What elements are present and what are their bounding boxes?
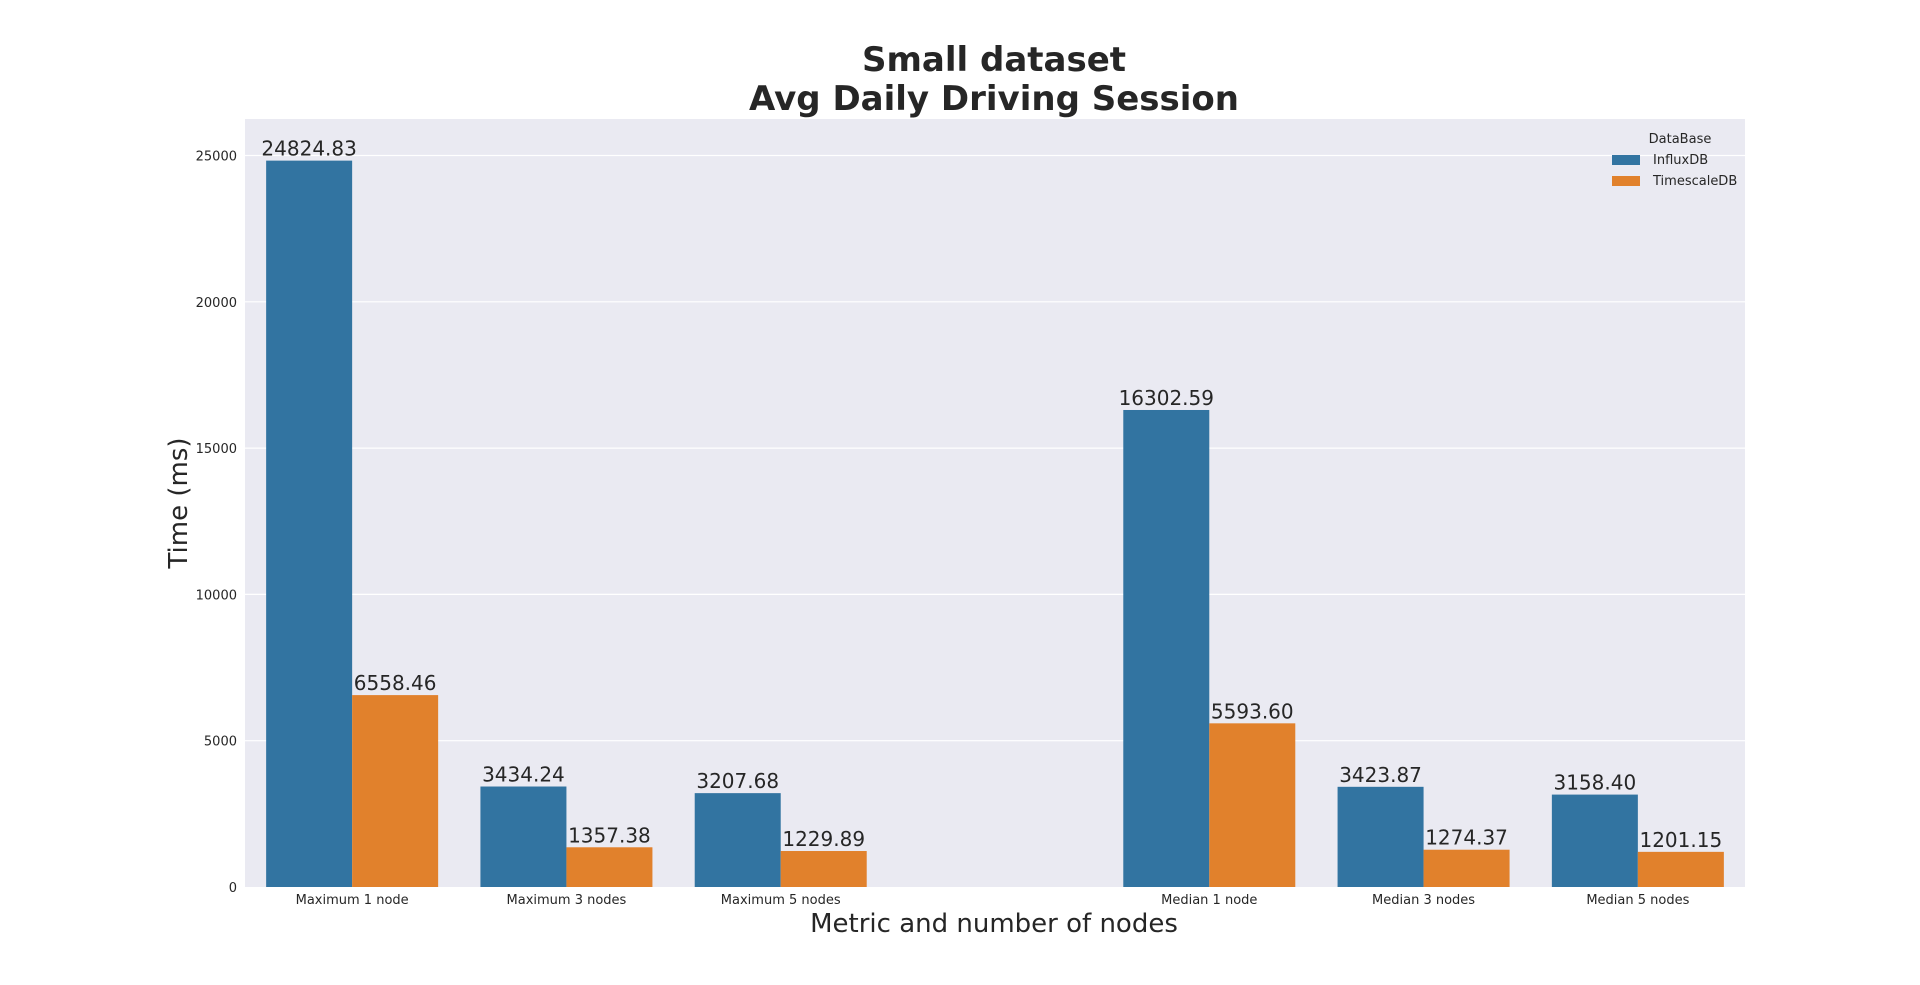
bar-timescaledb [566,847,653,887]
y-axis-ticks: 0 5000 10000 15000 20000 25000 [196,150,237,897]
y-tick-label: 5000 [204,735,237,750]
y-tick-label: 25000 [196,150,237,165]
plot-area [245,119,1745,887]
bar-label-timescaledb: 1201.15 [1639,828,1722,852]
gridlines [245,154,1745,742]
y-tick-label: 0 [229,881,237,896]
bar-label-influxdb: 3434.24 [482,763,565,787]
bar-label-influxdb: 3207.68 [696,769,779,793]
bar-timescaledb [1209,723,1296,887]
bar-label-influxdb: 3423.87 [1339,763,1422,787]
bar-label-timescaledb: 6558.46 [354,671,437,695]
y-tick-label: 10000 [196,588,237,603]
bar-influxdb [694,793,781,887]
bar-influxdb [1123,409,1210,887]
bar-influxdb [1551,794,1638,887]
bar-timescaledb [780,851,867,887]
legend-swatch-influxdb [1612,155,1640,165]
bar-label-timescaledb: 5593.60 [1211,699,1294,723]
legend: DataBase InfluxDB TimescaleDB [1612,132,1737,189]
y-tick-label: 20000 [196,296,237,311]
bar-influxdb [480,786,567,887]
bar-label-influxdb: 3158.40 [1553,771,1636,795]
bar-label-timescaledb: 1229.89 [782,827,865,851]
chart-title-line-1: Small dataset [862,40,1126,80]
y-axis-label: Time (ms) [164,437,194,569]
x-axis-label: Metric and number of nodes [810,909,1178,939]
bar-timescaledb [1637,851,1724,887]
legend-title: DataBase [1649,132,1712,147]
x-axis-ticks: Maximum 1 node Maximum 3 nodes Maximum 5 n… [296,893,1690,908]
bar-label-timescaledb: 1274.37 [1425,826,1508,850]
y-tick-label: 15000 [196,442,237,457]
bar-timescaledb [352,695,439,887]
bar-timescaledb [1423,849,1510,887]
bar-labels: 24824.83 6558.46 3434.24 1357.38 3207.68 1229… [261,137,1722,852]
x-tick-label: Maximum 5 nodes [721,893,841,908]
legend-swatch-timescaledb [1612,176,1640,186]
chart-title-line-2: Avg Daily Driving Session [749,79,1239,119]
bar-influxdb [1337,786,1424,887]
legend-label-influxdb: InfluxDB [1653,153,1708,168]
x-tick-label: Maximum 1 node [296,893,409,908]
bar-label-timescaledb: 1357.38 [568,823,651,847]
bars [266,160,1724,887]
bar-label-influxdb: 24824.83 [261,137,356,161]
x-tick-label: Median 5 nodes [1586,893,1689,908]
x-tick-label: Median 1 node [1161,893,1257,908]
x-tick-label: Maximum 3 nodes [507,893,627,908]
legend-label-timescaledb: TimescaleDB [1652,174,1737,189]
x-tick-label: Median 3 nodes [1372,893,1475,908]
bar-influxdb [266,160,353,887]
bar-label-influxdb: 16302.59 [1119,386,1214,410]
